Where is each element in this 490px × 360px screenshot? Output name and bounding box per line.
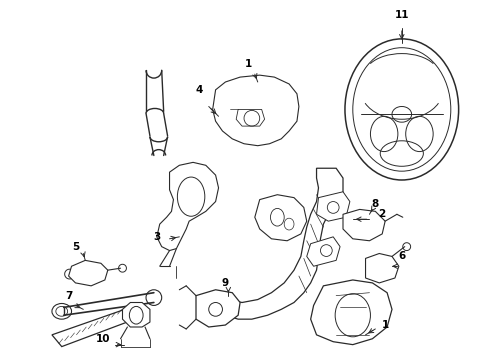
- Polygon shape: [52, 307, 140, 347]
- Polygon shape: [255, 195, 307, 241]
- Text: 1: 1: [245, 59, 251, 69]
- Text: 6: 6: [398, 251, 405, 261]
- Polygon shape: [157, 162, 219, 251]
- Text: 4: 4: [195, 85, 203, 95]
- Polygon shape: [366, 253, 399, 283]
- Polygon shape: [343, 210, 385, 241]
- Polygon shape: [216, 168, 343, 319]
- Text: 11: 11: [394, 10, 409, 21]
- Text: 7: 7: [65, 291, 73, 301]
- Polygon shape: [311, 280, 392, 345]
- Text: 9: 9: [222, 278, 229, 288]
- Polygon shape: [213, 75, 299, 146]
- Polygon shape: [307, 237, 340, 266]
- Polygon shape: [317, 192, 350, 221]
- Text: 1: 1: [382, 320, 389, 330]
- Text: 5: 5: [72, 242, 79, 252]
- Polygon shape: [122, 302, 150, 327]
- Text: 10: 10: [96, 334, 110, 344]
- Text: 8: 8: [372, 198, 379, 208]
- Polygon shape: [69, 260, 108, 286]
- Polygon shape: [196, 290, 240, 327]
- Text: 3: 3: [153, 232, 160, 242]
- Text: 2: 2: [379, 209, 386, 219]
